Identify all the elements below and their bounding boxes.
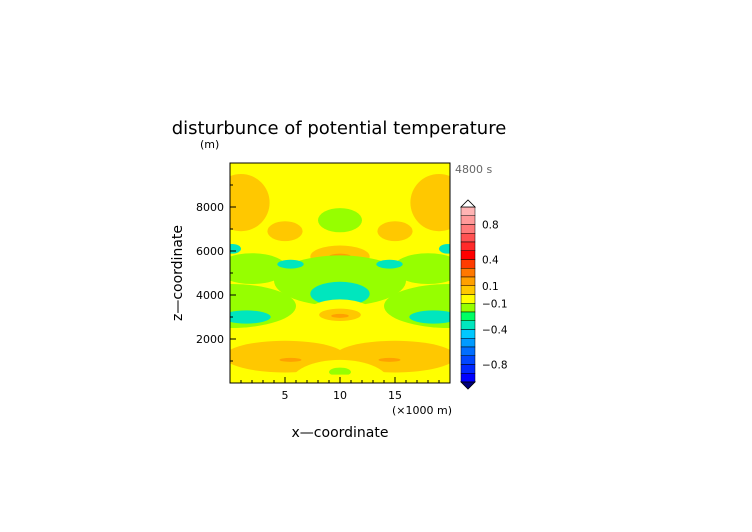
- colorbar-swatch: [460, 241, 476, 251]
- colorbar-swatch: [460, 364, 476, 374]
- colorbar-swatch: [460, 224, 476, 234]
- colorbar-swatch: [460, 206, 476, 216]
- colorbar-swatch: [460, 320, 476, 330]
- colorbar-swatch: [460, 215, 476, 225]
- colorbar-tick-label: −0.8: [482, 360, 508, 372]
- colorbar-tick-label: 0.8: [482, 220, 499, 232]
- x-tick-label: 10: [333, 389, 347, 402]
- x-axis-label: x—coordinate: [292, 425, 389, 441]
- colorbar-swatch: [460, 250, 476, 260]
- colorbar-tick-label: 0.1: [482, 281, 499, 293]
- chart-title: disturbunce of potential temperature: [172, 118, 507, 139]
- colorbar-swatch: [460, 355, 476, 365]
- contour-region-1: [410, 174, 450, 232]
- colorbar-swatch: [460, 294, 476, 304]
- y-axis: 2000 4000 6000 8000: [196, 184, 236, 362]
- y-unit-label: (m): [200, 138, 219, 151]
- contour-region-8: [230, 253, 288, 284]
- colorbar-swatch: [460, 329, 476, 339]
- contour-region-17: [230, 310, 271, 324]
- colorbar-tick-label: −0.4: [482, 325, 508, 337]
- y-axis-label: z—coordinate: [170, 225, 186, 321]
- y-tick-label: 4000: [196, 289, 224, 302]
- contour-region-4: [318, 208, 362, 233]
- colorbar-swatch: [460, 276, 476, 286]
- contour-region-25: [378, 357, 401, 362]
- colorbar-swatch: [460, 259, 476, 269]
- contour-region-16: [376, 259, 403, 269]
- colorbar-tick-label: −0.1: [482, 298, 508, 310]
- contour-region-0: [230, 174, 270, 232]
- contour-region-9: [392, 253, 450, 284]
- y-tick-label: 2000: [196, 333, 224, 346]
- colorbar-swatch: [460, 233, 476, 243]
- colorbar-top-arrow: [460, 199, 476, 208]
- colorbar-tick-label: 0.4: [482, 255, 499, 267]
- y-tick-label: 6000: [196, 245, 224, 258]
- contour-region-3: [377, 221, 413, 242]
- colorbar-swatch: [460, 346, 476, 356]
- y-tick-label: 8000: [196, 201, 224, 214]
- contour-region-13: [230, 243, 241, 254]
- colorbar-swatch: [460, 311, 476, 321]
- contour-region-21: [331, 313, 349, 318]
- colorbar-swatch: [460, 268, 476, 278]
- colorbar-swatch: [460, 303, 476, 313]
- colorbar-swatch: [460, 373, 476, 383]
- contour-region-14: [439, 243, 450, 254]
- colorbar-swatch: [460, 338, 476, 348]
- x-tick-label: 15: [388, 389, 402, 402]
- contour-region-12: [310, 281, 370, 306]
- contour-region-18: [409, 310, 450, 324]
- contour-region-27: [329, 367, 351, 377]
- contour-region-15: [277, 259, 304, 269]
- x-axis: 5 10 15: [240, 377, 440, 402]
- contour-region-24: [279, 357, 302, 362]
- contour-region-7: [274, 255, 406, 306]
- colorbar-swatch: [460, 285, 476, 295]
- contour-field: [230, 163, 450, 383]
- colorbar-bottom-arrow: [460, 381, 476, 390]
- colorbar: 0.8 0.4 0.1 −0.1 −0.4 −0.8: [460, 199, 508, 390]
- x-unit-note: (×1000 m): [392, 404, 452, 417]
- time-label: 4800 s: [455, 163, 492, 176]
- x-tick-label: 5: [282, 389, 289, 402]
- contour-region-2: [267, 221, 303, 242]
